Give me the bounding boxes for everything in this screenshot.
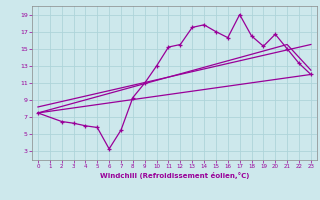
X-axis label: Windchill (Refroidissement éolien,°C): Windchill (Refroidissement éolien,°C)	[100, 172, 249, 179]
